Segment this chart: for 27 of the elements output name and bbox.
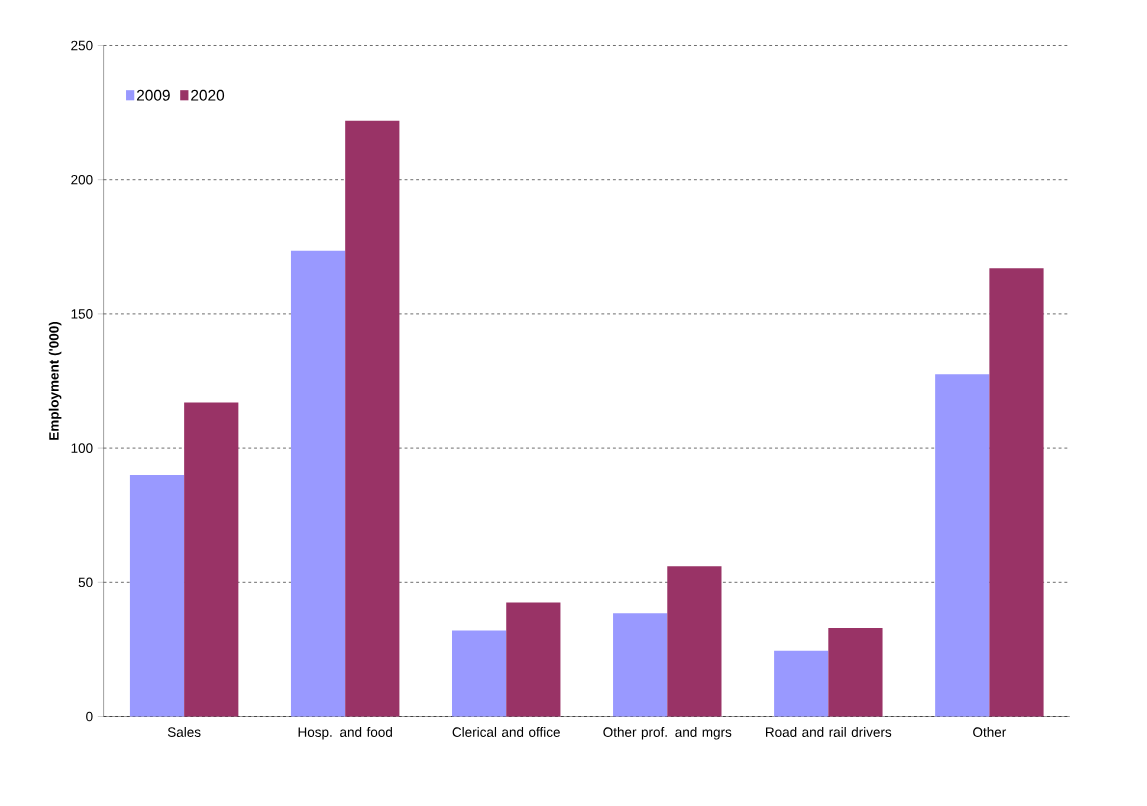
bar [935, 374, 990, 717]
bar [129, 475, 185, 717]
bar [828, 628, 883, 717]
bar [345, 120, 400, 717]
y-tick-label: 200 [71, 175, 93, 185]
x-tick-label: Road and rail drivers [766, 727, 892, 738]
x-tick-label: Other prof. and mgrs [603, 727, 732, 740]
bar [613, 613, 668, 717]
legend-label: 2020 [191, 90, 225, 101]
x-tick-label: Other [973, 727, 1007, 738]
y-tick-label: 100 [71, 443, 93, 454]
y-tick-label: 50 [78, 577, 93, 588]
bar [452, 630, 507, 717]
bar [506, 602, 561, 717]
x-tick-label: Sales [167, 727, 201, 738]
bar [667, 566, 722, 717]
legend-label: 2009 [136, 90, 170, 101]
x-tick-label: Clerical and office [452, 727, 560, 738]
bar [774, 650, 829, 717]
y-axis-title: Employment ('000) [48, 322, 62, 441]
bar [989, 268, 1044, 717]
x-tick-label: Hosp. and food [298, 727, 392, 740]
y-tick-label: 0 [86, 711, 93, 722]
bar [184, 402, 239, 717]
y-tick-label: 250 [71, 40, 93, 51]
bar [290, 251, 346, 717]
y-tick-label: 150 [71, 309, 93, 319]
